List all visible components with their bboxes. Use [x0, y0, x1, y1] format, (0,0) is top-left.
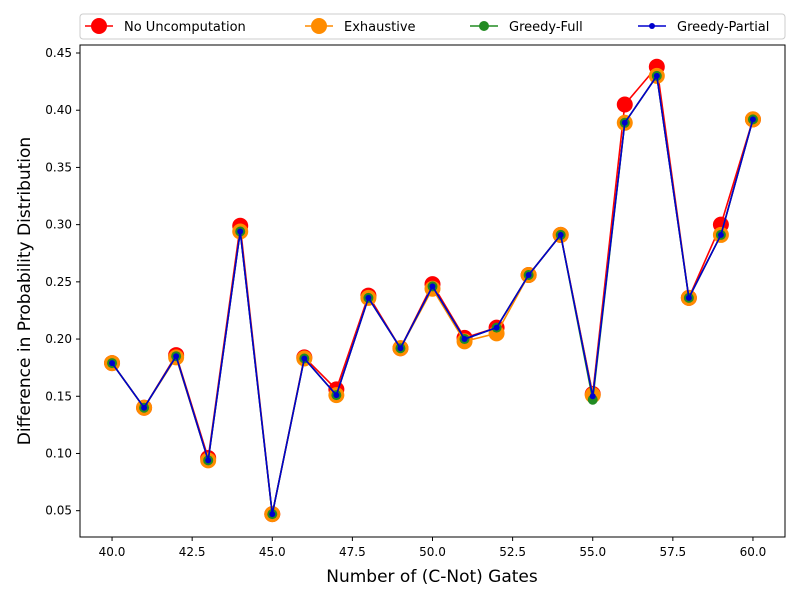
data-point-greedy-partial	[493, 324, 500, 331]
data-point-greedy-partial	[301, 355, 308, 362]
data-point-greedy-partial	[397, 345, 404, 352]
y-tick-label: 0.45	[45, 46, 72, 60]
data-point-greedy-partial	[717, 231, 724, 238]
y-tick-label: 0.10	[45, 446, 72, 460]
data-point-no-uncomputation	[616, 96, 633, 113]
x-tick-label: 52.5	[499, 545, 526, 559]
data-point-greedy-partial	[333, 392, 340, 399]
legend-entry-exhaustive: Exhaustive	[305, 18, 416, 35]
legend-label: Exhaustive	[344, 20, 416, 35]
legend-swatch-marker	[479, 21, 489, 31]
y-tick-label: 0.40	[45, 103, 72, 117]
data-point-greedy-partial	[461, 336, 468, 343]
data-point-greedy-partial	[237, 228, 244, 235]
legend-swatch-marker	[91, 18, 107, 34]
data-point-greedy-partial	[653, 72, 660, 79]
legend-label: Greedy-Full	[509, 20, 583, 35]
data-point-greedy-partial	[685, 294, 692, 301]
data-point-greedy-partial	[269, 511, 276, 518]
x-tick-label: 40.0	[99, 545, 126, 559]
x-tick-label: 55.0	[579, 545, 606, 559]
x-axis-title: Number of (C-Not) Gates	[326, 567, 538, 587]
data-point-greedy-partial	[141, 404, 148, 411]
y-tick-label: 0.30	[45, 218, 72, 232]
x-tick-label: 47.5	[339, 545, 366, 559]
data-point-greedy-partial	[589, 393, 596, 400]
data-point-greedy-partial	[173, 353, 180, 360]
data-point-greedy-partial	[557, 231, 564, 238]
x-tick-label: 60.0	[740, 545, 767, 559]
y-tick-label: 0.15	[45, 389, 72, 403]
data-point-greedy-partial	[109, 360, 116, 367]
legend-entry-no-uncomputation: No Uncomputation	[85, 18, 246, 35]
series-greedy-partial	[109, 72, 756, 518]
x-tick-label: 57.5	[659, 545, 686, 559]
plot-marks	[104, 58, 761, 523]
x-tick-label: 50.0	[419, 545, 446, 559]
y-axis: 0.05 0.10 0.15 0.20 0.25 0.30 0.35 0.40 0.45	[45, 46, 80, 518]
data-point-greedy-partial	[525, 271, 532, 278]
y-tick-label: 0.25	[45, 275, 72, 289]
data-point-greedy-partial	[429, 283, 436, 290]
y-tick-label: 0.20	[45, 332, 72, 346]
y-tick-label: 0.35	[45, 160, 72, 174]
x-tick-label: 42.5	[179, 545, 206, 559]
legend-label: No Uncomputation	[124, 20, 246, 35]
legend: No Uncomputation Exhaustive Greedy-Full Gre…	[79, 13, 786, 40]
x-axis: 40.0 42.5 45.0 47.5 50.0 52.5 55.0 57.5 60.0	[99, 537, 767, 559]
legend-entry-greedy-full: Greedy-Full	[470, 20, 583, 35]
legend-swatch-marker	[311, 18, 327, 34]
y-axis-title: Difference in Probability Distribution	[15, 137, 35, 445]
data-point-greedy-partial	[365, 294, 372, 301]
legend-entry-greedy-partial: Greedy-Partial	[638, 20, 769, 35]
data-point-greedy-partial	[749, 116, 756, 123]
data-point-greedy-partial	[205, 457, 212, 464]
legend-swatch-marker	[649, 23, 655, 29]
legend-frame	[79, 13, 786, 40]
data-point-greedy-partial	[621, 119, 628, 126]
y-tick-label: 0.05	[45, 504, 72, 518]
legend-label: Greedy-Partial	[677, 20, 769, 35]
x-tick-label: 45.0	[259, 545, 286, 559]
